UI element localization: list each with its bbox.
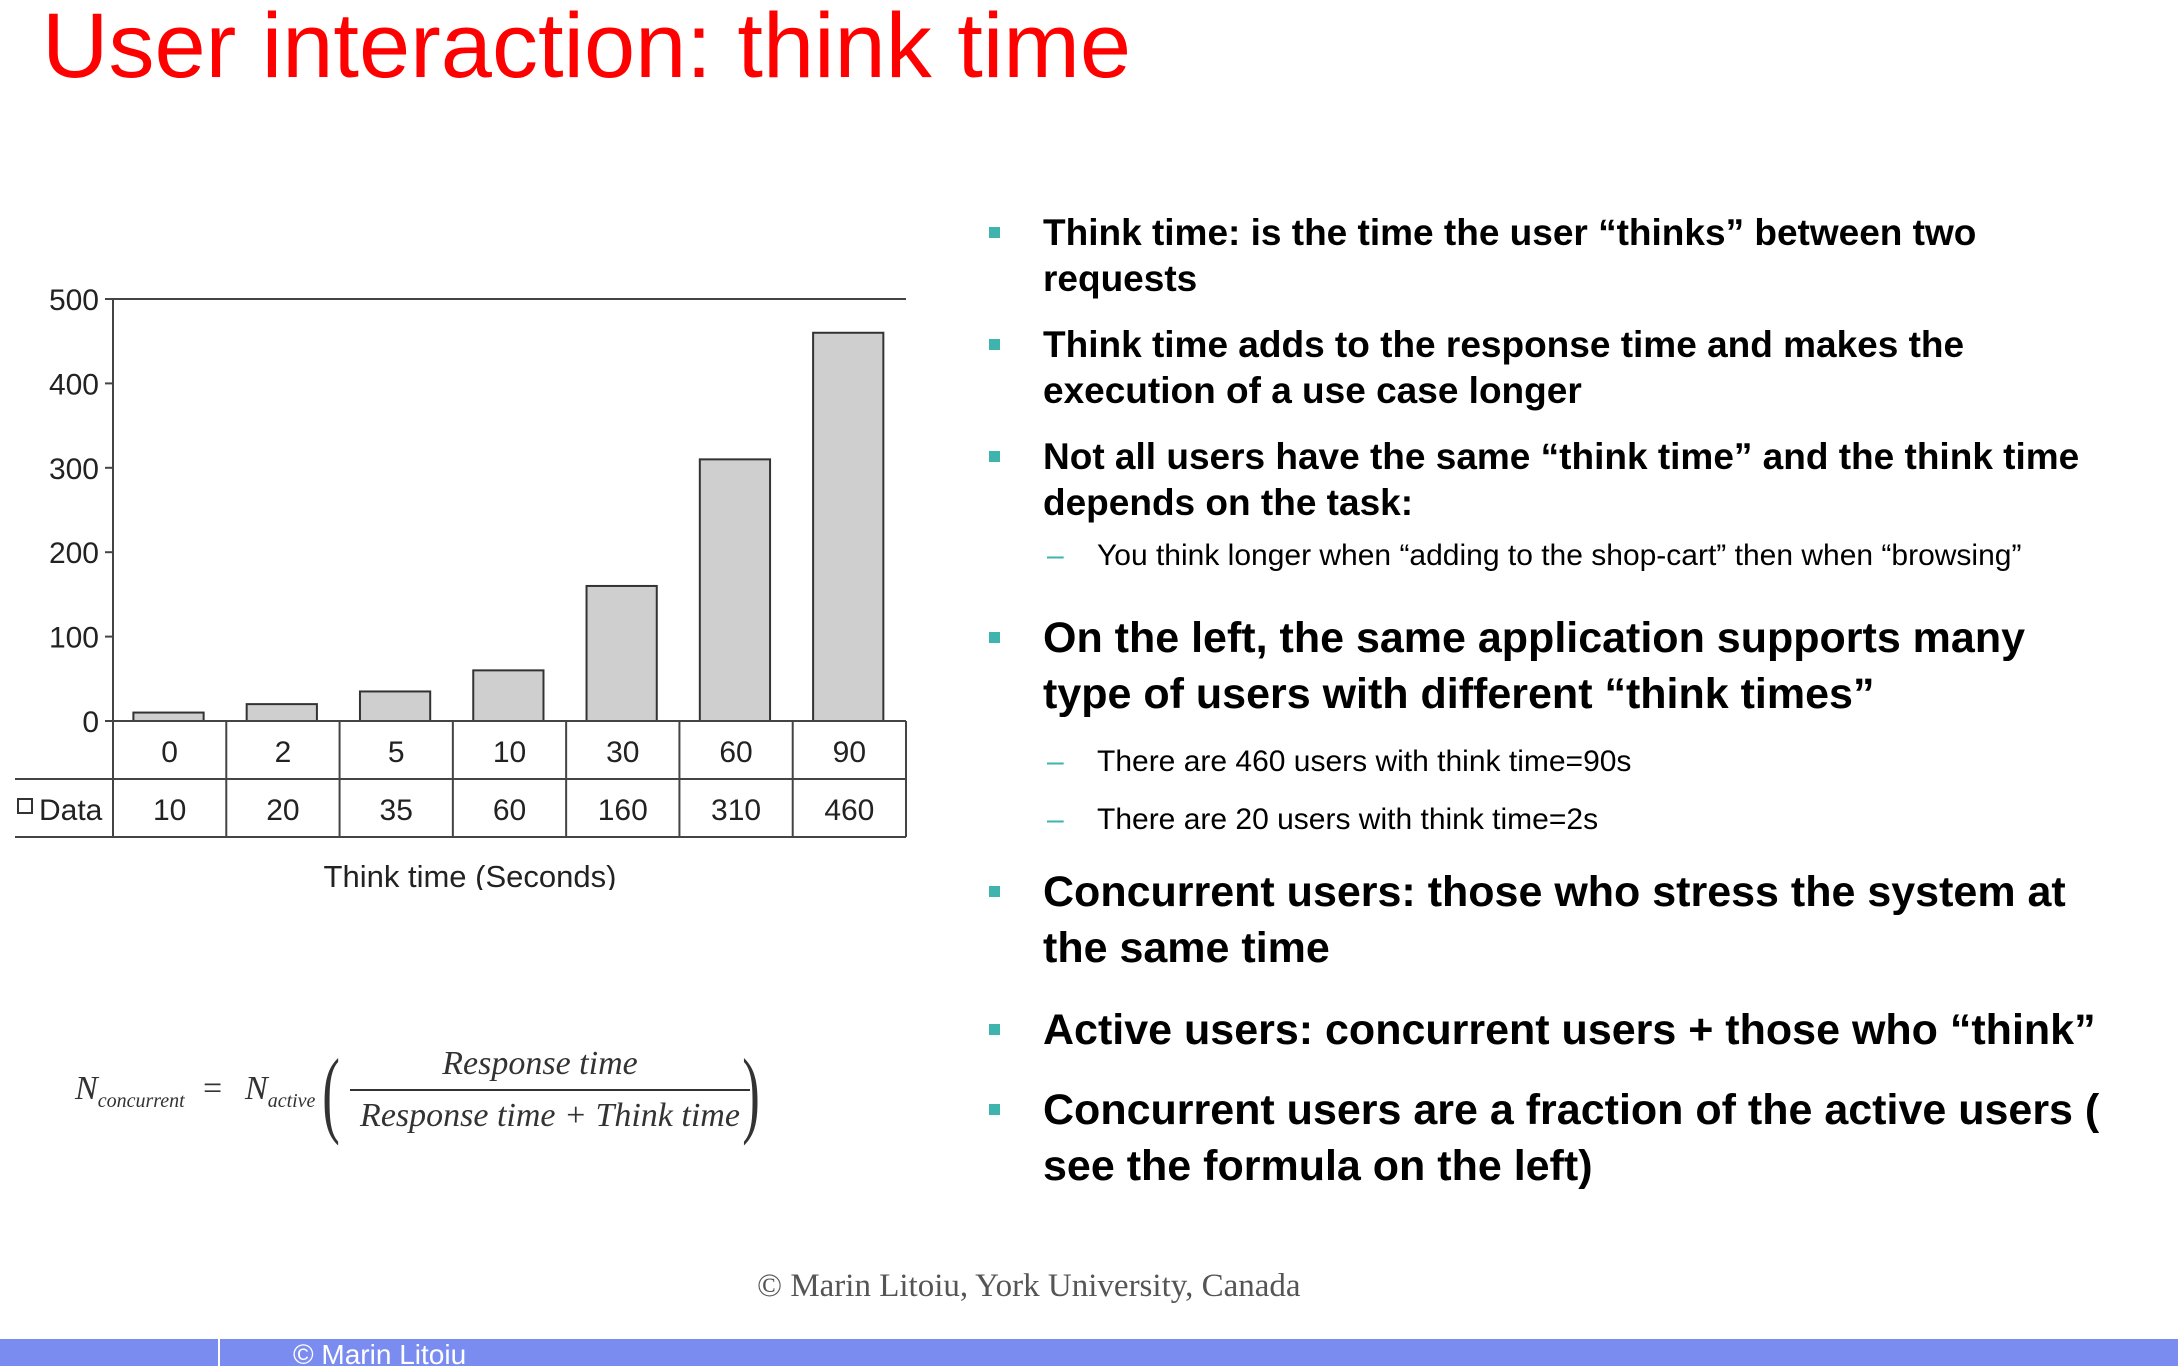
bullet-7: Concurrent users are a fraction of the a…: [985, 1082, 2125, 1194]
y-tick-label: 0: [82, 706, 99, 739]
copyright-watermark: © Marin Litoiu, York University, Canada: [757, 1268, 1301, 1304]
footer-bar: [0, 1339, 2178, 1366]
legend-key-icon: [17, 798, 33, 814]
bullet-1: Think time: is the time the user “thinks…: [985, 210, 2125, 302]
y-tick-label: 400: [49, 368, 99, 401]
bar: [585, 584, 658, 723]
bullet-marker-icon: [989, 1024, 1000, 1035]
x-category-label: 0: [161, 736, 178, 769]
bullet-marker-icon: [989, 632, 1000, 643]
concurrency-formula: Nconcurrent = Nactive ( Response time Re…: [75, 1039, 775, 1146]
bullet-list: Think time: is the time the user “thinks…: [985, 210, 2125, 1194]
bar: [132, 711, 205, 722]
think-time-chart: 0 100 200 300 400 500 0 2 5 10 30 60 90 10 20 35 60 160 31…: [15, 284, 907, 890]
y-tick-label: 100: [49, 622, 99, 655]
x-category-label: 30: [606, 736, 639, 769]
x-category-label: 5: [388, 736, 405, 769]
bar: [245, 703, 318, 722]
y-tick-label: 300: [49, 453, 99, 486]
x-category-label: 60: [719, 736, 752, 769]
bullet-6: Active users: concurrent users + those w…: [985, 1002, 2125, 1058]
bar: [358, 690, 432, 723]
data-label: 35: [380, 794, 413, 827]
formula-lhs: Nconcurrent: [75, 1070, 185, 1112]
formula-denominator: Response time + Think time: [360, 1097, 740, 1134]
bullet-2: Think time adds to the response time and…: [985, 322, 2125, 414]
y-tick-label: 500: [49, 284, 99, 317]
bar: [812, 331, 885, 722]
x-category-label: 90: [833, 736, 866, 769]
sub-bullet-4-2: – There are 20 users with think time=2s: [985, 800, 2125, 840]
formula-active: Nactive: [245, 1070, 316, 1112]
bullet-3: Not all users have the same “think time”…: [985, 434, 2125, 526]
formula-left-paren: (: [322, 1039, 340, 1146]
dash-icon: –: [1047, 803, 1064, 836]
dash-icon: –: [1047, 539, 1064, 572]
bar: [472, 669, 545, 722]
formula-numerator: Response time: [442, 1045, 638, 1082]
data-label: 60: [493, 794, 526, 827]
x-category-label: 2: [275, 736, 292, 769]
x-axis-title: Think time (Seconds): [324, 859, 617, 890]
data-label: 10: [153, 794, 186, 827]
bullet-4: On the left, the same application suppor…: [985, 610, 2125, 722]
slide-title: User interaction: think time: [42, 0, 1132, 97]
y-tick-label: 200: [49, 537, 99, 570]
footer-copyright: © Marin Litoiu: [293, 1339, 467, 1370]
data-label: 310: [711, 794, 761, 827]
bullet-marker-icon: [989, 886, 1000, 897]
bullet-marker-icon: [989, 339, 1000, 350]
formula-equals: =: [203, 1070, 223, 1107]
data-label: 20: [266, 794, 299, 827]
bullet-marker-icon: [989, 451, 1000, 462]
sub-bullet-4-1: – There are 460 users with think time=90…: [985, 742, 2125, 782]
data-label: 160: [598, 794, 648, 827]
bar: [698, 458, 772, 722]
bullet-marker-icon: [989, 1104, 1000, 1115]
dash-icon: –: [1047, 745, 1064, 778]
sub-bullet-3-1: – You think longer when “adding to the s…: [985, 536, 2125, 576]
bullet-5: Concurrent users: those who stress the s…: [985, 864, 2125, 976]
formula-fraction: Response time Response time + Think time: [350, 1045, 820, 1135]
formula-right-paren: ): [742, 1039, 760, 1146]
legend-label: Data: [39, 794, 103, 827]
footer-divider: [218, 1339, 220, 1366]
formula-fraction-bar: [350, 1089, 750, 1091]
data-label: 460: [824, 794, 874, 827]
bullet-marker-icon: [989, 227, 1000, 238]
x-category-label: 10: [493, 736, 526, 769]
